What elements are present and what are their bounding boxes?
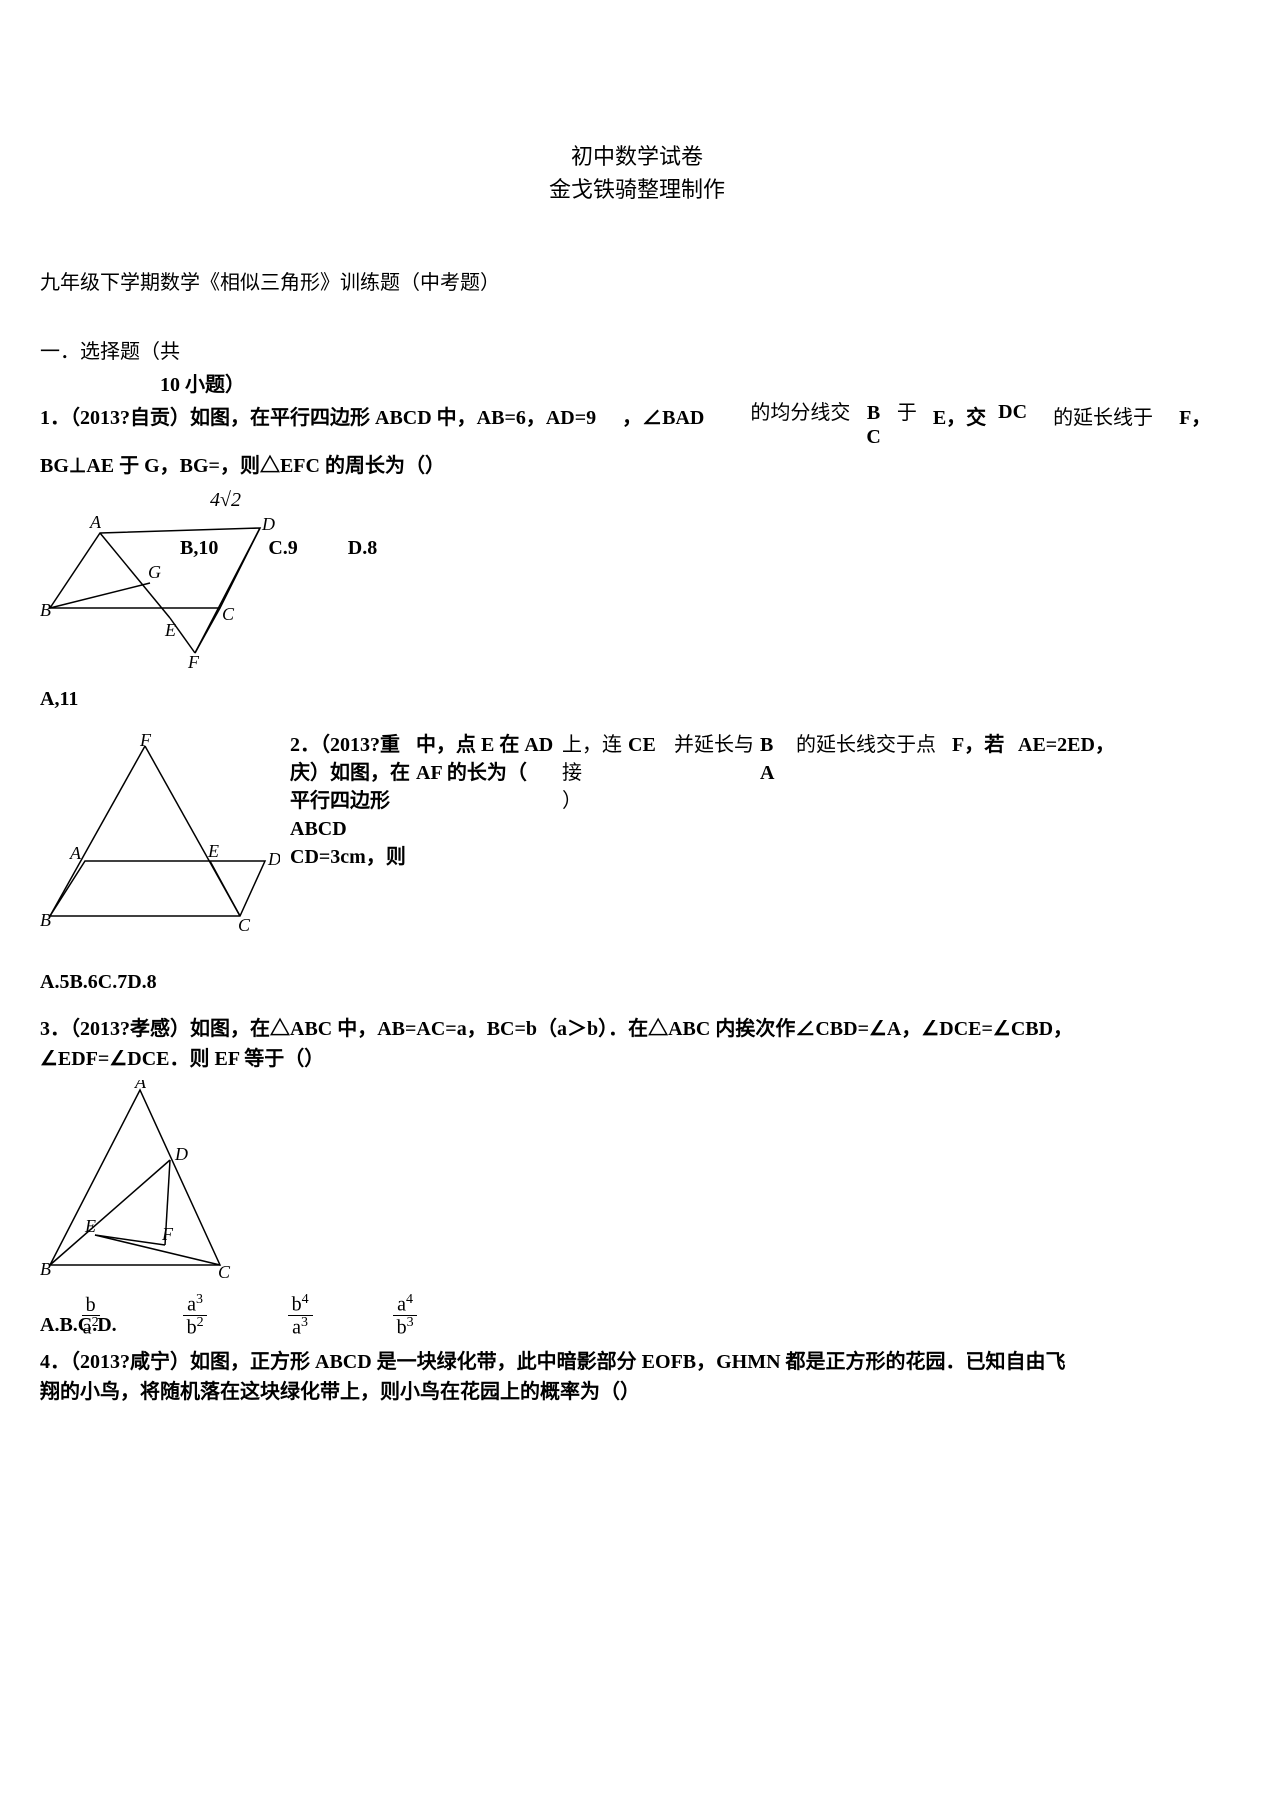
section-1-count: 10 小题） (160, 368, 1234, 397)
question-3: 3．（2013?孝感）如图，在△ABC 中，AB=AC=a，BC=b（a＞b）．… (40, 1014, 1234, 1337)
q1-E: E，交 (933, 401, 986, 430)
title-line2: 金戈铁骑整理制作 (40, 173, 1234, 206)
svg-text:A: A (69, 843, 82, 863)
q2-mid2: AF 的长为（ (416, 759, 556, 787)
q2-AE: AE=2ED， (1018, 731, 1118, 759)
q3-frac3: b4 a3 (288, 1293, 313, 1337)
question-2: F A E D B C 2．（2013?重 庆）如图，在 平行四边形 ABCD … (40, 731, 1234, 994)
svg-text:G: G (148, 562, 161, 582)
q2-ext: 并延长与 (674, 731, 754, 759)
q2-figure: F A E D B C (40, 731, 280, 931)
doc-subtitle: 九年级下学期数学《相似三角形》训练题（中考题） (40, 266, 1234, 295)
q1-B: B (867, 401, 880, 425)
svg-text:D: D (261, 514, 275, 534)
svg-text:E: E (84, 1216, 96, 1236)
question-4: 4．（2013?咸宁）如图，正方形 ABCD 是一块绿化带，此中暗影部分 EOF… (40, 1347, 1234, 1407)
svg-text:D: D (174, 1144, 188, 1164)
q4-line2: 翔的小鸟，将随机落在这块绿化带上，则小鸟在花园上的概率为（） (40, 1381, 640, 1403)
svg-text:D: D (267, 849, 280, 869)
section-1-head: 一．选择题（共 (40, 335, 1234, 364)
svg-text:A: A (134, 1080, 147, 1092)
svg-text:F: F (139, 731, 152, 750)
q3-frac1: b a2 (79, 1295, 103, 1338)
q1-line2: BG⊥AE 于 G，BG=，则△EFC 的周长为（） (40, 449, 445, 478)
q1-DC: DC (998, 401, 1027, 424)
q4-line1: 4．（2013?咸宁）如图，正方形 ABCD 是一块绿化带，此中暗影部分 EOF… (40, 1351, 1066, 1373)
q1-optC: C.9 (268, 537, 297, 560)
q1-ext: 的延长线于 (1053, 401, 1153, 430)
q2-B: B (760, 731, 790, 759)
q2-c3: ） (562, 787, 622, 815)
q3-options: A.B.C.D. b a2 a3 b2 b4 a3 a4 b3 (40, 1293, 1234, 1337)
q2-CE: CE (628, 731, 668, 759)
q3-figure: A B C D E F (40, 1080, 240, 1280)
svg-text:B: B (40, 1259, 51, 1279)
doc-title: 初中数学试卷 金戈铁骑整理制作 (40, 140, 1234, 206)
svg-text:C: C (222, 604, 235, 624)
svg-text:F: F (187, 652, 200, 668)
q1-yu: 于 (897, 401, 917, 425)
q2-p1: 2．（2013?重 (290, 731, 410, 759)
q3-frac4: a4 b3 (393, 1293, 418, 1337)
q1-C: C (866, 425, 880, 449)
q1-figure: 4√2 A D B C E F G (40, 488, 280, 668)
svg-text:E: E (207, 841, 219, 861)
q1-optD: D.8 (348, 537, 377, 560)
svg-text:A: A (89, 512, 102, 532)
q2-p1d: ABCD (290, 815, 410, 843)
q2-ext2: 的延长线交于点 (796, 731, 946, 759)
q1-sqrt: 4√2 (210, 489, 241, 511)
q3-line1: 3．（2013?孝感）如图，在△ABC 中，AB=AC=a，BC=b（a＞b）．… (40, 1018, 1073, 1040)
q2-p1c: 平行四边形 (290, 787, 410, 815)
q3-frac2: a3 b2 (183, 1293, 208, 1337)
svg-text:E: E (164, 620, 176, 640)
q2-c1: 上，连 (562, 731, 622, 759)
q2-F: F，若 (952, 731, 1012, 759)
q2-opts: A.5B.6C.7D.8 (40, 971, 1234, 994)
q1-mean: 的均分线交 (750, 401, 850, 425)
q2-c2: 接 (562, 759, 622, 787)
q2-p1e: CD=3cm，则 (290, 843, 410, 871)
q3-line2: ∠EDF=∠DCE．则 EF 等于（） (40, 1048, 324, 1070)
question-1: 1．（2013?自贡）如图，在平行四边形 ABCD 中，AB=6，AD=9 ，∠… (40, 401, 1234, 711)
svg-text:F: F (161, 1224, 174, 1244)
q1-optA: A,11 (40, 688, 1234, 711)
q1-F: F， (1179, 401, 1211, 430)
q2-A: A (760, 759, 790, 787)
svg-text:C: C (238, 915, 251, 931)
svg-text:B: B (40, 910, 51, 930)
q2-mid1: 中，点 E 在 AD (416, 731, 556, 759)
q1-optB: B,10 (180, 537, 218, 560)
svg-text:C: C (218, 1262, 231, 1280)
q1-opts-mid: B,10 C.9 D.8 (180, 537, 377, 560)
svg-text:B: B (40, 600, 51, 620)
q1-prefix: 1．（2013?自贡）如图，在平行四边形 ABCD 中，AB=6，AD=9 (40, 401, 596, 430)
q2-p1b: 庆）如图，在 (290, 759, 410, 787)
title-line1: 初中数学试卷 (40, 140, 1234, 173)
q1-angle: ，∠BAD (622, 401, 704, 430)
